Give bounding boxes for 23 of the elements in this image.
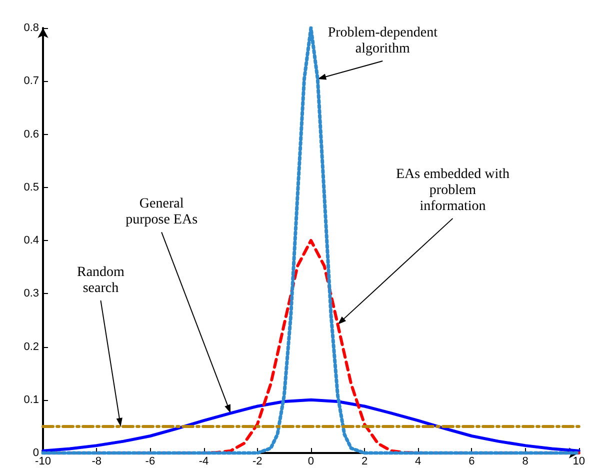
x-tick-label: 10: [572, 456, 586, 468]
x-tick-label: -4: [198, 456, 209, 468]
y-tick-label: 0.8: [24, 22, 39, 34]
x-tick-label: 0: [308, 456, 314, 468]
y-tick-label: 0.7: [24, 75, 39, 88]
x-tick-label: 2: [361, 456, 368, 468]
y-tick-label: 0.6: [24, 128, 39, 140]
x-tick-label: -6: [145, 456, 156, 468]
annotation: Random search: [76, 264, 125, 296]
y-tick-label: 0.3: [24, 288, 39, 300]
y-tick-label: 0.4: [24, 234, 39, 246]
x-tick-label: 4: [415, 456, 422, 468]
y-tick-label: 0.2: [24, 340, 39, 353]
x-tick-label: 8: [522, 456, 528, 468]
annotation: Problem-dependent algorithm: [328, 26, 438, 56]
line-series: [41, 26, 581, 455]
annotation: EAs embedded with problem information: [396, 166, 510, 214]
y-tick-label: 0.1: [24, 394, 39, 406]
x-tick-label: -8: [92, 456, 102, 468]
annotation: General purpose EAs: [126, 196, 198, 228]
x-tick-label: 6: [468, 456, 475, 468]
y-tick-label: 0.5: [24, 181, 39, 194]
x-tick-label: -2: [252, 456, 262, 468]
